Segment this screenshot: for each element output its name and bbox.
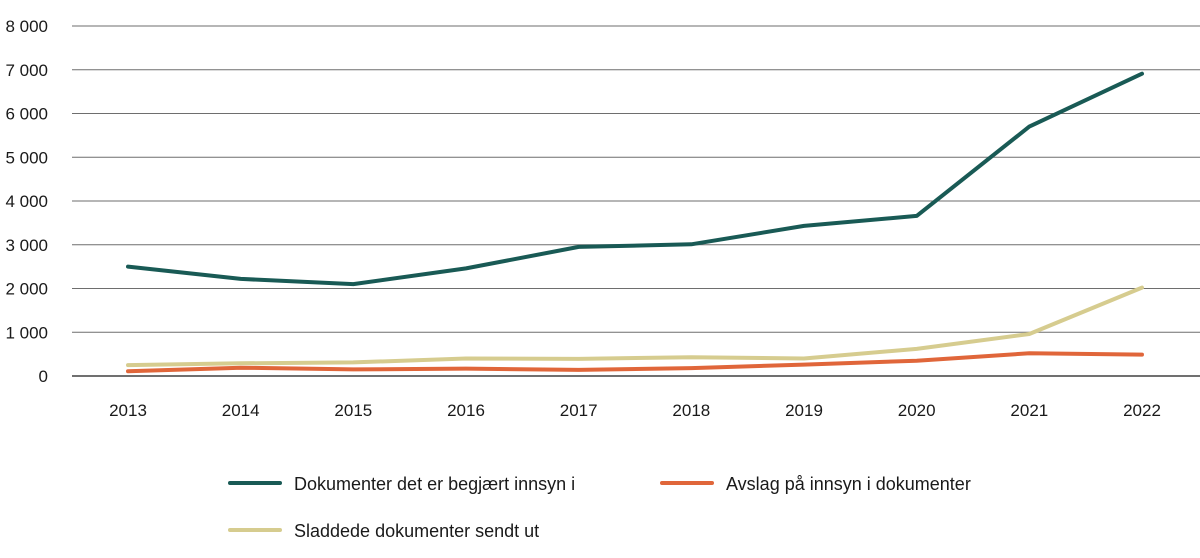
x-tick-label: 2017 <box>560 401 598 420</box>
legend: Dokumenter det er begjært innsyn i Avslag… <box>228 474 971 541</box>
y-tick-label: 3 000 <box>5 236 48 255</box>
series-line-2 <box>126 351 1144 374</box>
y-axis-ticks: 0 1 000 2 000 3 000 4 000 5 000 6 000 7 000 8 00… <box>5 17 48 386</box>
y-tick-label: 0 <box>39 367 48 386</box>
series-line-3 <box>126 285 1144 368</box>
x-tick-label: 2022 <box>1123 401 1161 420</box>
y-tick-label: 7 000 <box>5 61 48 80</box>
x-tick-label: 2013 <box>109 401 147 420</box>
y-tick-label: 2 000 <box>5 280 48 299</box>
legend-label-3: Sladdede dokumenter sendt ut <box>294 521 539 541</box>
series-lines <box>126 71 1144 374</box>
x-tick-label: 2016 <box>447 401 485 420</box>
legend-label-1: Dokumenter det er begjært innsyn i <box>294 474 575 494</box>
x-axis-ticks: 2013 2014 2015 2016 2017 2018 2019 2020 2021 2022 <box>109 401 1161 420</box>
legend-label-2: Avslag på innsyn i dokumenter <box>726 474 971 494</box>
x-tick-label: 2014 <box>222 401 260 420</box>
x-tick-label: 2021 <box>1010 401 1048 420</box>
y-tick-label: 8 000 <box>5 17 48 36</box>
x-tick-label: 2020 <box>898 401 936 420</box>
y-tick-label: 5 000 <box>5 148 48 167</box>
y-tick-label: 1 000 <box>5 323 48 342</box>
series-line-1 <box>126 71 1144 287</box>
x-tick-label: 2015 <box>334 401 372 420</box>
x-tick-label: 2019 <box>785 401 823 420</box>
x-tick-label: 2018 <box>672 401 710 420</box>
y-tick-label: 6 000 <box>5 105 48 124</box>
gridlines <box>72 25 1200 377</box>
y-tick-label: 4 000 <box>5 192 48 211</box>
